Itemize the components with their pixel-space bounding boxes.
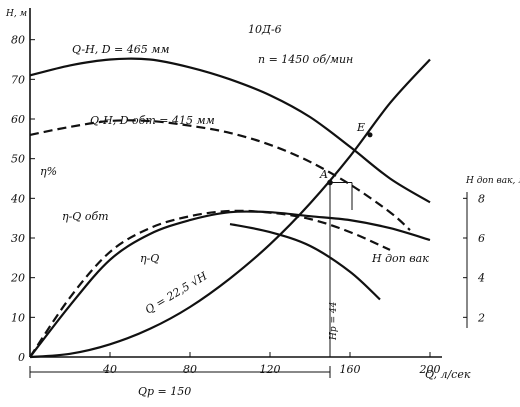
y-tick-label-10: 10 <box>11 311 25 324</box>
series-label-qh-465: Q-H, D = 465 мм <box>72 43 170 56</box>
series-label-h-dop-vak: H доп вак <box>371 252 429 265</box>
x-tick-label-160: 160 <box>340 363 361 376</box>
point-label-a: A <box>319 168 328 181</box>
series-label-system-curve: Q = 22,5 √H <box>143 269 210 316</box>
axes <box>29 8 468 358</box>
x-tick-label-200: 200 <box>419 363 441 376</box>
x-axis-label: Q, л/сек <box>425 368 471 381</box>
right-tick-label-6: 6 <box>478 232 485 245</box>
series-label-qh-415: Q-H, D обт = 415 мм <box>90 114 215 127</box>
curve-h-dop-vak <box>229 223 381 301</box>
x-tick-label-120: 120 <box>260 363 281 376</box>
point-label-e: E <box>356 121 365 134</box>
intersection-point-e <box>367 132 373 138</box>
series-label-eta-q-obt: η-Q обт <box>62 210 109 223</box>
y-tick-label-60: 60 <box>11 113 25 126</box>
y-tick-label-70: 70 <box>11 73 25 86</box>
right-tick-label-4: 4 <box>477 272 485 285</box>
y-tick-label-50: 50 <box>11 153 25 166</box>
right-tick-label-2: 2 <box>477 311 485 324</box>
y-tick-label-0: 0 <box>18 351 25 364</box>
markers <box>29 132 373 378</box>
curves <box>29 57 431 359</box>
eta-axis-label: η% <box>40 165 57 178</box>
y-axis-label-left: H, м <box>5 9 27 19</box>
annotation-qp-150: Qр = 150 <box>138 385 191 398</box>
y-axis-label-right: H доп вак, м <box>465 176 520 186</box>
curve-qh-415 <box>29 119 411 231</box>
curve-eta-q <box>29 210 431 358</box>
y-tick-label-40: 40 <box>10 192 25 205</box>
right-tick-label-8: 8 <box>478 192 485 205</box>
curve-qh-465 <box>29 57 431 204</box>
chart-title: 10Д-6 <box>248 23 282 36</box>
labels: 10Д-6 n = 1450 об/мин H, м η% H доп вак,… <box>5 9 520 398</box>
annotation-hp-44: Hр = 44 <box>329 301 339 341</box>
curve-system <box>29 58 431 359</box>
chart-subtitle: n = 1450 об/мин <box>258 53 353 66</box>
x-tick-label-40: 40 <box>102 363 117 376</box>
ticks: 0 10 20 30 40 50 60 70 80 40 80 120 160 200 2 4 6 8 <box>10 34 485 376</box>
y-tick-label-20: 20 <box>10 272 25 285</box>
curve-eta-q-obt <box>29 209 391 358</box>
y-tick-label-30: 30 <box>11 232 25 245</box>
x-tick-label-80: 80 <box>183 363 197 376</box>
series-label-eta-q: η-Q <box>140 252 159 265</box>
y-tick-label-80: 80 <box>11 34 25 47</box>
